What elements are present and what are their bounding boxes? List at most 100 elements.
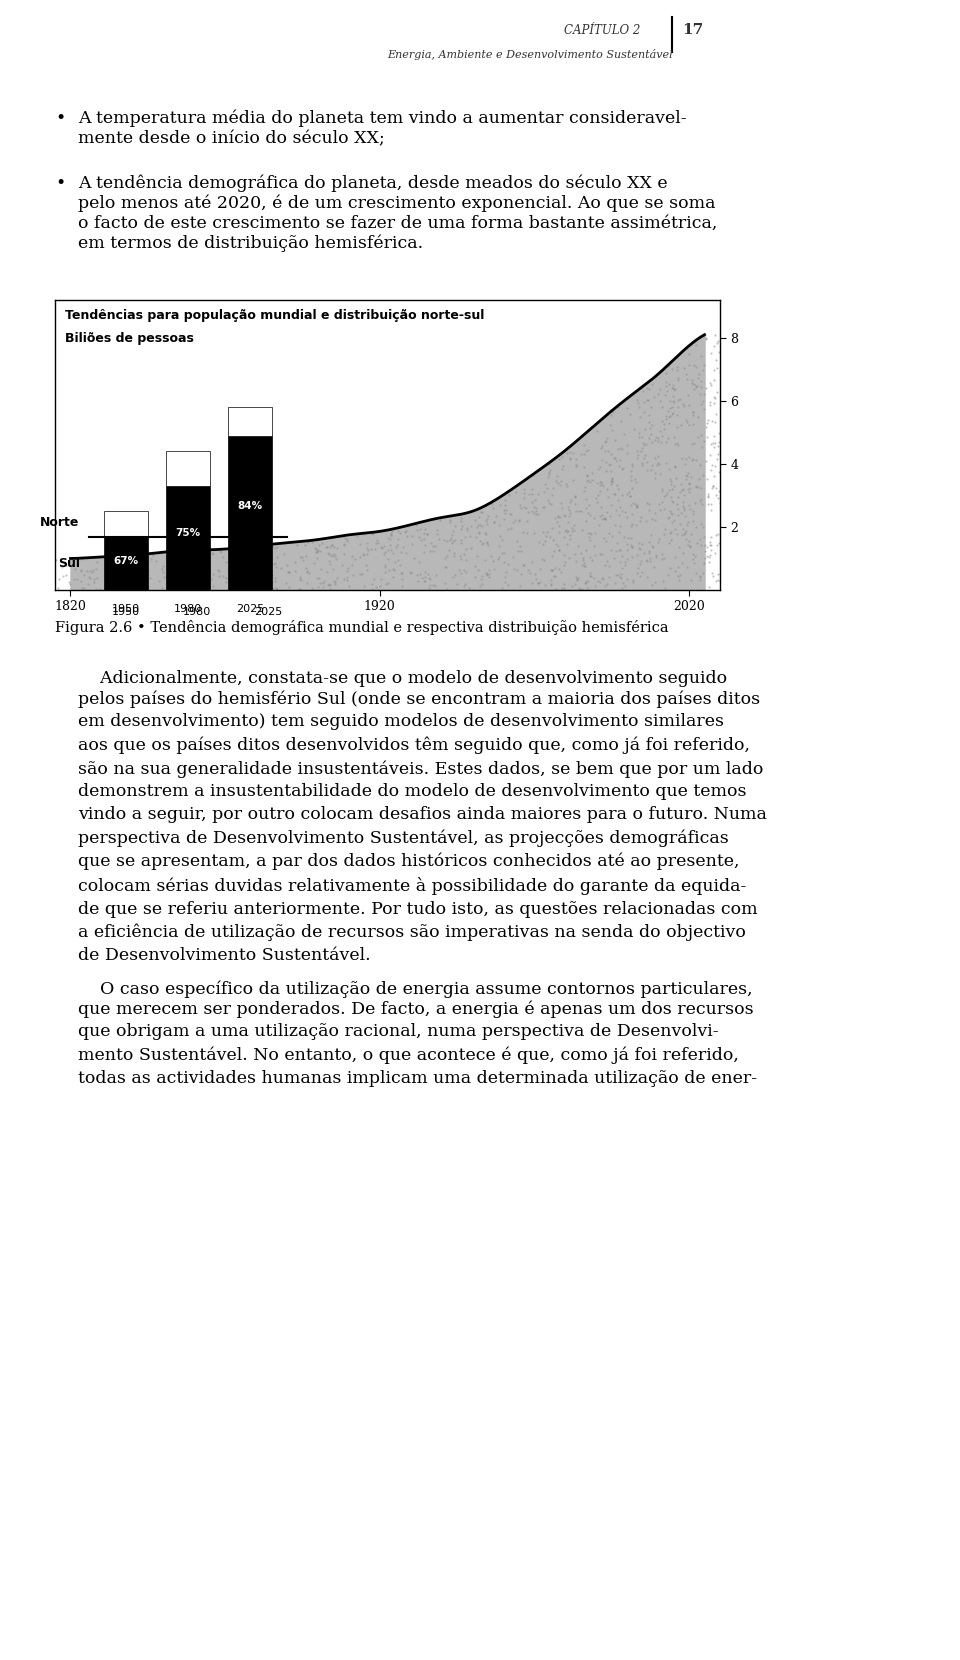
- Point: [299, 543, 314, 569]
- Point: [140, 558, 156, 584]
- Point: [696, 549, 711, 576]
- Point: [478, 521, 493, 548]
- Point: [653, 388, 668, 415]
- Point: [614, 455, 630, 481]
- Point: [619, 480, 635, 506]
- Point: [191, 538, 206, 564]
- Point: [610, 530, 625, 556]
- Bar: [166, 452, 209, 486]
- Point: [667, 515, 683, 541]
- Point: [446, 540, 462, 566]
- Point: [418, 516, 433, 543]
- Point: [662, 520, 678, 546]
- Point: [410, 516, 425, 543]
- Point: [543, 566, 559, 593]
- Point: [233, 573, 249, 599]
- Point: [564, 486, 579, 513]
- Point: [258, 553, 274, 579]
- Point: [536, 493, 551, 520]
- Point: [697, 395, 712, 422]
- Point: [659, 405, 674, 432]
- Point: [611, 561, 626, 588]
- Point: [633, 508, 648, 535]
- Point: [501, 481, 516, 508]
- Point: [538, 571, 553, 598]
- Point: [631, 442, 646, 468]
- Point: [311, 531, 326, 558]
- Point: [268, 553, 283, 579]
- Point: [582, 520, 597, 546]
- Point: [481, 503, 496, 530]
- Point: [514, 495, 529, 521]
- Point: [417, 526, 432, 553]
- Point: [561, 503, 576, 530]
- Point: [380, 525, 396, 551]
- Point: [205, 573, 221, 599]
- Point: [589, 488, 605, 515]
- Point: [486, 508, 501, 535]
- Point: [186, 551, 202, 578]
- Point: [81, 563, 96, 589]
- Point: [666, 473, 682, 500]
- Point: [659, 403, 674, 430]
- Point: [496, 496, 512, 523]
- Point: [146, 543, 161, 569]
- Point: [485, 548, 500, 574]
- Point: [539, 475, 554, 501]
- Point: [124, 544, 139, 571]
- Point: [557, 501, 572, 528]
- Point: [594, 564, 610, 591]
- Point: [127, 553, 142, 579]
- Point: [561, 518, 576, 544]
- Point: [232, 569, 248, 596]
- Point: [205, 541, 221, 568]
- Point: [598, 551, 613, 578]
- Point: [205, 561, 221, 588]
- Point: [472, 511, 488, 538]
- Point: [507, 556, 522, 583]
- Point: [623, 483, 638, 510]
- Point: [92, 576, 108, 603]
- Point: [622, 400, 637, 427]
- Point: [685, 546, 701, 573]
- Point: [585, 460, 600, 486]
- Point: [359, 530, 374, 556]
- Point: [368, 574, 383, 601]
- Point: [561, 508, 576, 535]
- Point: [375, 533, 391, 559]
- Point: [545, 475, 561, 501]
- Point: [382, 531, 397, 558]
- Point: [651, 450, 666, 476]
- Point: [612, 549, 628, 576]
- Point: [563, 490, 578, 516]
- Point: [640, 387, 656, 413]
- Text: Biliões de pessoas: Biliões de pessoas: [65, 332, 194, 345]
- Point: [582, 526, 597, 553]
- Point: [704, 452, 719, 478]
- Point: [706, 473, 721, 500]
- Point: [504, 515, 519, 541]
- Point: [298, 554, 313, 581]
- Point: [650, 528, 665, 554]
- Point: [681, 352, 696, 378]
- Point: [393, 553, 408, 579]
- Point: [536, 530, 551, 556]
- Point: [526, 495, 541, 521]
- Point: [685, 375, 701, 402]
- Point: [683, 495, 698, 521]
- Point: [88, 576, 104, 603]
- Point: [139, 576, 155, 603]
- Point: [449, 571, 465, 598]
- Point: [635, 378, 650, 405]
- Point: [246, 546, 261, 573]
- Point: [309, 540, 324, 566]
- Point: [524, 569, 540, 596]
- Point: [684, 508, 700, 535]
- Point: [547, 505, 563, 531]
- Point: [662, 498, 678, 525]
- Point: [592, 455, 608, 481]
- Point: [688, 447, 704, 473]
- Point: [645, 535, 660, 561]
- Point: [242, 538, 257, 564]
- Point: [660, 425, 676, 452]
